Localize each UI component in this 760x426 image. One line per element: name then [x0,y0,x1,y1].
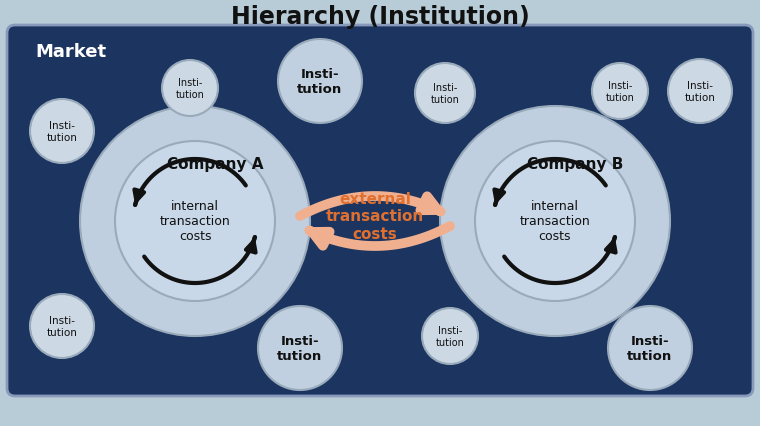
Text: Insti-
tution: Insti- tution [297,68,343,96]
Text: Market: Market [35,43,106,61]
Circle shape [592,64,648,120]
Circle shape [668,60,732,124]
Text: Insti-
tution: Insti- tution [431,83,460,104]
Text: internal
transaction
costs: internal transaction costs [160,200,230,243]
Text: Insti-
tution: Insti- tution [627,334,673,362]
Circle shape [415,64,475,124]
Circle shape [475,142,635,301]
Text: Insti-
tution: Insti- tution [176,78,204,100]
Text: Insti-
tution: Insti- tution [606,81,635,103]
Circle shape [258,306,342,390]
Text: internal
transaction
costs: internal transaction costs [520,200,591,243]
Circle shape [30,100,94,164]
Circle shape [608,306,692,390]
Text: Hierarchy (Institution): Hierarchy (Institution) [230,5,530,29]
Circle shape [440,107,670,336]
Circle shape [115,142,275,301]
Circle shape [80,107,310,336]
Text: Company A: Company A [166,156,263,171]
Text: Insti-
tution: Insti- tution [277,334,323,362]
Text: external
transaction
costs: external transaction costs [326,192,424,242]
Text: Insti-
tution: Insti- tution [46,316,78,337]
Text: Insti-
tution: Insti- tution [46,121,78,142]
Text: Insti-
tution: Insti- tution [685,81,715,103]
Circle shape [30,294,94,358]
Text: Insti-
tution: Insti- tution [435,325,464,347]
Circle shape [422,308,478,364]
Circle shape [278,40,362,124]
Circle shape [162,61,218,117]
Text: Company B: Company B [527,156,623,171]
FancyBboxPatch shape [7,26,753,396]
